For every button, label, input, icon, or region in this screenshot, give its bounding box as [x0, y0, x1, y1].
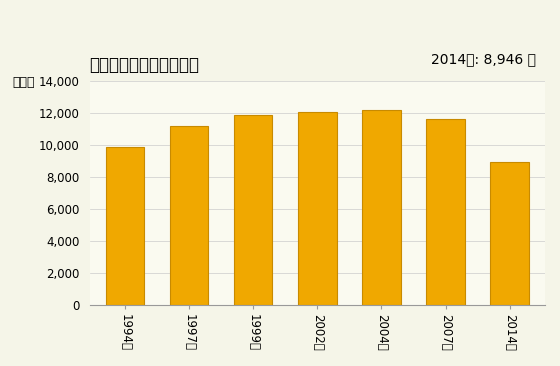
Bar	[362, 110, 400, 305]
Bar	[234, 115, 272, 305]
Y-axis label: ［人］: ［人］	[12, 76, 35, 89]
Text: 小売業の従業者数の推移: 小売業の従業者数の推移	[90, 56, 199, 74]
Bar	[426, 119, 465, 305]
Bar	[170, 126, 208, 305]
Bar	[106, 146, 144, 305]
Text: 2014年: 8,946 人: 2014年: 8,946 人	[431, 52, 536, 66]
Bar	[491, 162, 529, 305]
Bar	[298, 112, 337, 305]
